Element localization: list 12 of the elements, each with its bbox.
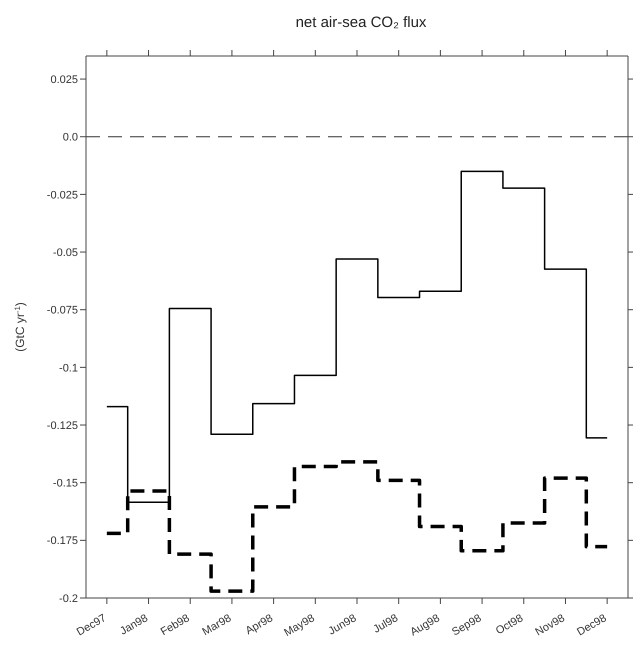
y-tick-label: -0.075 — [46, 304, 78, 317]
y-tick-label: -0.2 — [59, 592, 78, 605]
y-tick-label: -0.025 — [46, 189, 78, 202]
x-tick-label: Jul98 — [371, 612, 400, 636]
y-tick-label: 0.0 — [62, 132, 78, 144]
y-tick-label: -0.1 — [59, 362, 78, 374]
y-tick-label: -0.15 — [52, 478, 78, 490]
y-tick-label: -0.175 — [46, 535, 78, 548]
y-tick-label: 0.025 — [50, 74, 78, 86]
chart-title: net air-sea CO₂ flux — [294, 14, 428, 31]
y-tick-label: -0.05 — [52, 246, 78, 259]
y-tick-label: -0.125 — [46, 420, 78, 432]
